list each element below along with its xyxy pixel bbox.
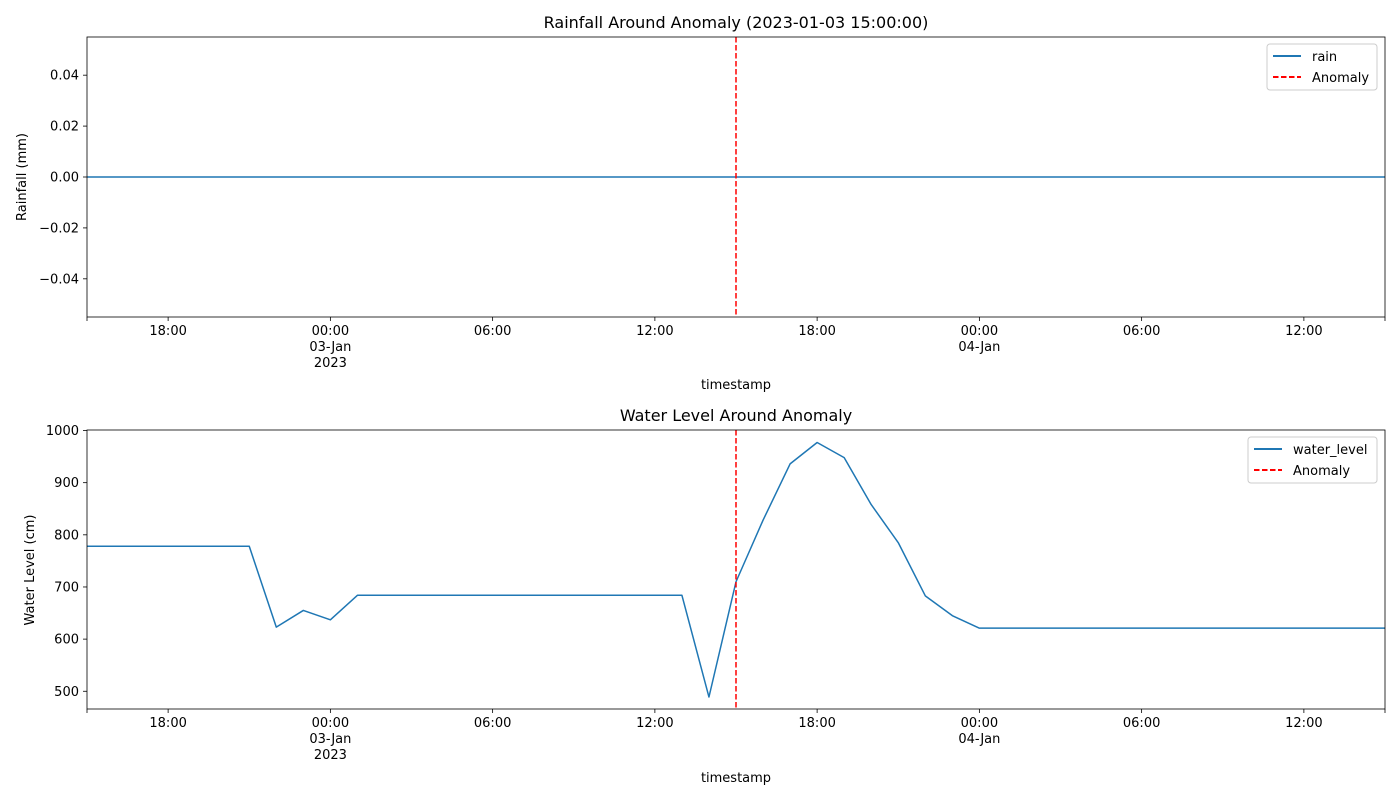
water-level-x-axis-label: timestamp [701, 771, 771, 786]
water-level-y-tick-label: 900 [54, 476, 79, 491]
rainfall-x-tick-label: 12:00 [1285, 324, 1322, 339]
water-level-x-tick-label: 06:00 [1123, 716, 1160, 731]
rainfall-series-layer [87, 37, 1385, 317]
water-level-x-tick-label: 00:00 [961, 716, 998, 731]
water-level-legend: water_level Anomaly [1247, 436, 1378, 484]
water-level-x-tick-label: 06:00 [474, 716, 511, 731]
water-level-x-tick-label: 18:00 [149, 716, 186, 731]
water-level-chart-panel: Water Level Around Anomaly Water Level (… [23, 406, 1386, 786]
water-level-series-water-level-line [87, 441, 1385, 698]
rainfall-chart-title: Rainfall Around Anomaly (2023-01-03 15:0… [544, 13, 929, 32]
rainfall-x-tick-label: 03-Jan [309, 340, 351, 355]
water-level-x-tick-label: 12:00 [1285, 716, 1322, 731]
water-level-legend-water-level-label: water_level [1293, 443, 1367, 458]
rainfall-x-tick-label: 00:00 [961, 324, 998, 339]
rainfall-x-tick-label: 04-Jan [958, 340, 1000, 355]
rainfall-x-tick-label: 12:00 [636, 324, 673, 339]
rainfall-x-tick-label: 00:00 [312, 324, 349, 339]
rainfall-y-tick-label: −0.04 [39, 272, 79, 287]
rainfall-x-tick-label: 18:00 [149, 324, 186, 339]
water-level-x-tick-label: 18:00 [798, 716, 835, 731]
rainfall-y-tick-label: 0.04 [50, 69, 79, 84]
water-level-plot-frame [86, 429, 1386, 710]
water-level-x-tick-label: 04-Jan [958, 732, 1000, 747]
water-level-y-tick-label: 700 [54, 580, 79, 595]
water-level-y-axis-label: Water Level (cm) [23, 515, 38, 626]
water-level-x-tick-label: 12:00 [636, 716, 673, 731]
water-level-y-tick-label: 1000 [46, 424, 79, 439]
rainfall-chart-panel: Rainfall Around Anomaly (2023-01-03 15:0… [15, 13, 1386, 393]
water-level-chart-title: Water Level Around Anomaly [620, 406, 852, 425]
rainfall-y-tick-label: 0.00 [50, 171, 79, 186]
rainfall-x-tick-label: 2023 [314, 356, 347, 371]
water-level-x-tick-label: 2023 [314, 748, 347, 763]
rainfall-y-tick-label: −0.02 [39, 221, 79, 236]
rainfall-legend-rain-label: rain [1312, 50, 1337, 65]
water-level-y-tick-label: 800 [54, 528, 79, 543]
rainfall-legend: rain Anomaly [1266, 43, 1378, 91]
water-level-x-tick-label: 00:00 [312, 716, 349, 731]
rainfall-x-tick-label: 06:00 [474, 324, 511, 339]
water-level-y-tick-label: 500 [54, 685, 79, 700]
rainfall-legend-anomaly-label: Anomaly [1312, 71, 1369, 86]
water-level-y-tick-label: 600 [54, 633, 79, 648]
rainfall-x-tick-label: 06:00 [1123, 324, 1160, 339]
rainfall-y-tick-label: 0.02 [50, 120, 79, 135]
water-level-x-tick-label: 03-Jan [309, 732, 351, 747]
rainfall-x-tick-label: 18:00 [798, 324, 835, 339]
water-level-series-layer [87, 430, 1385, 709]
rainfall-y-axis-label: Rainfall (mm) [15, 133, 30, 221]
rainfall-plot-frame [86, 36, 1386, 318]
rainfall-x-axis-label: timestamp [701, 378, 771, 393]
water-level-legend-anomaly-label: Anomaly [1293, 464, 1350, 479]
